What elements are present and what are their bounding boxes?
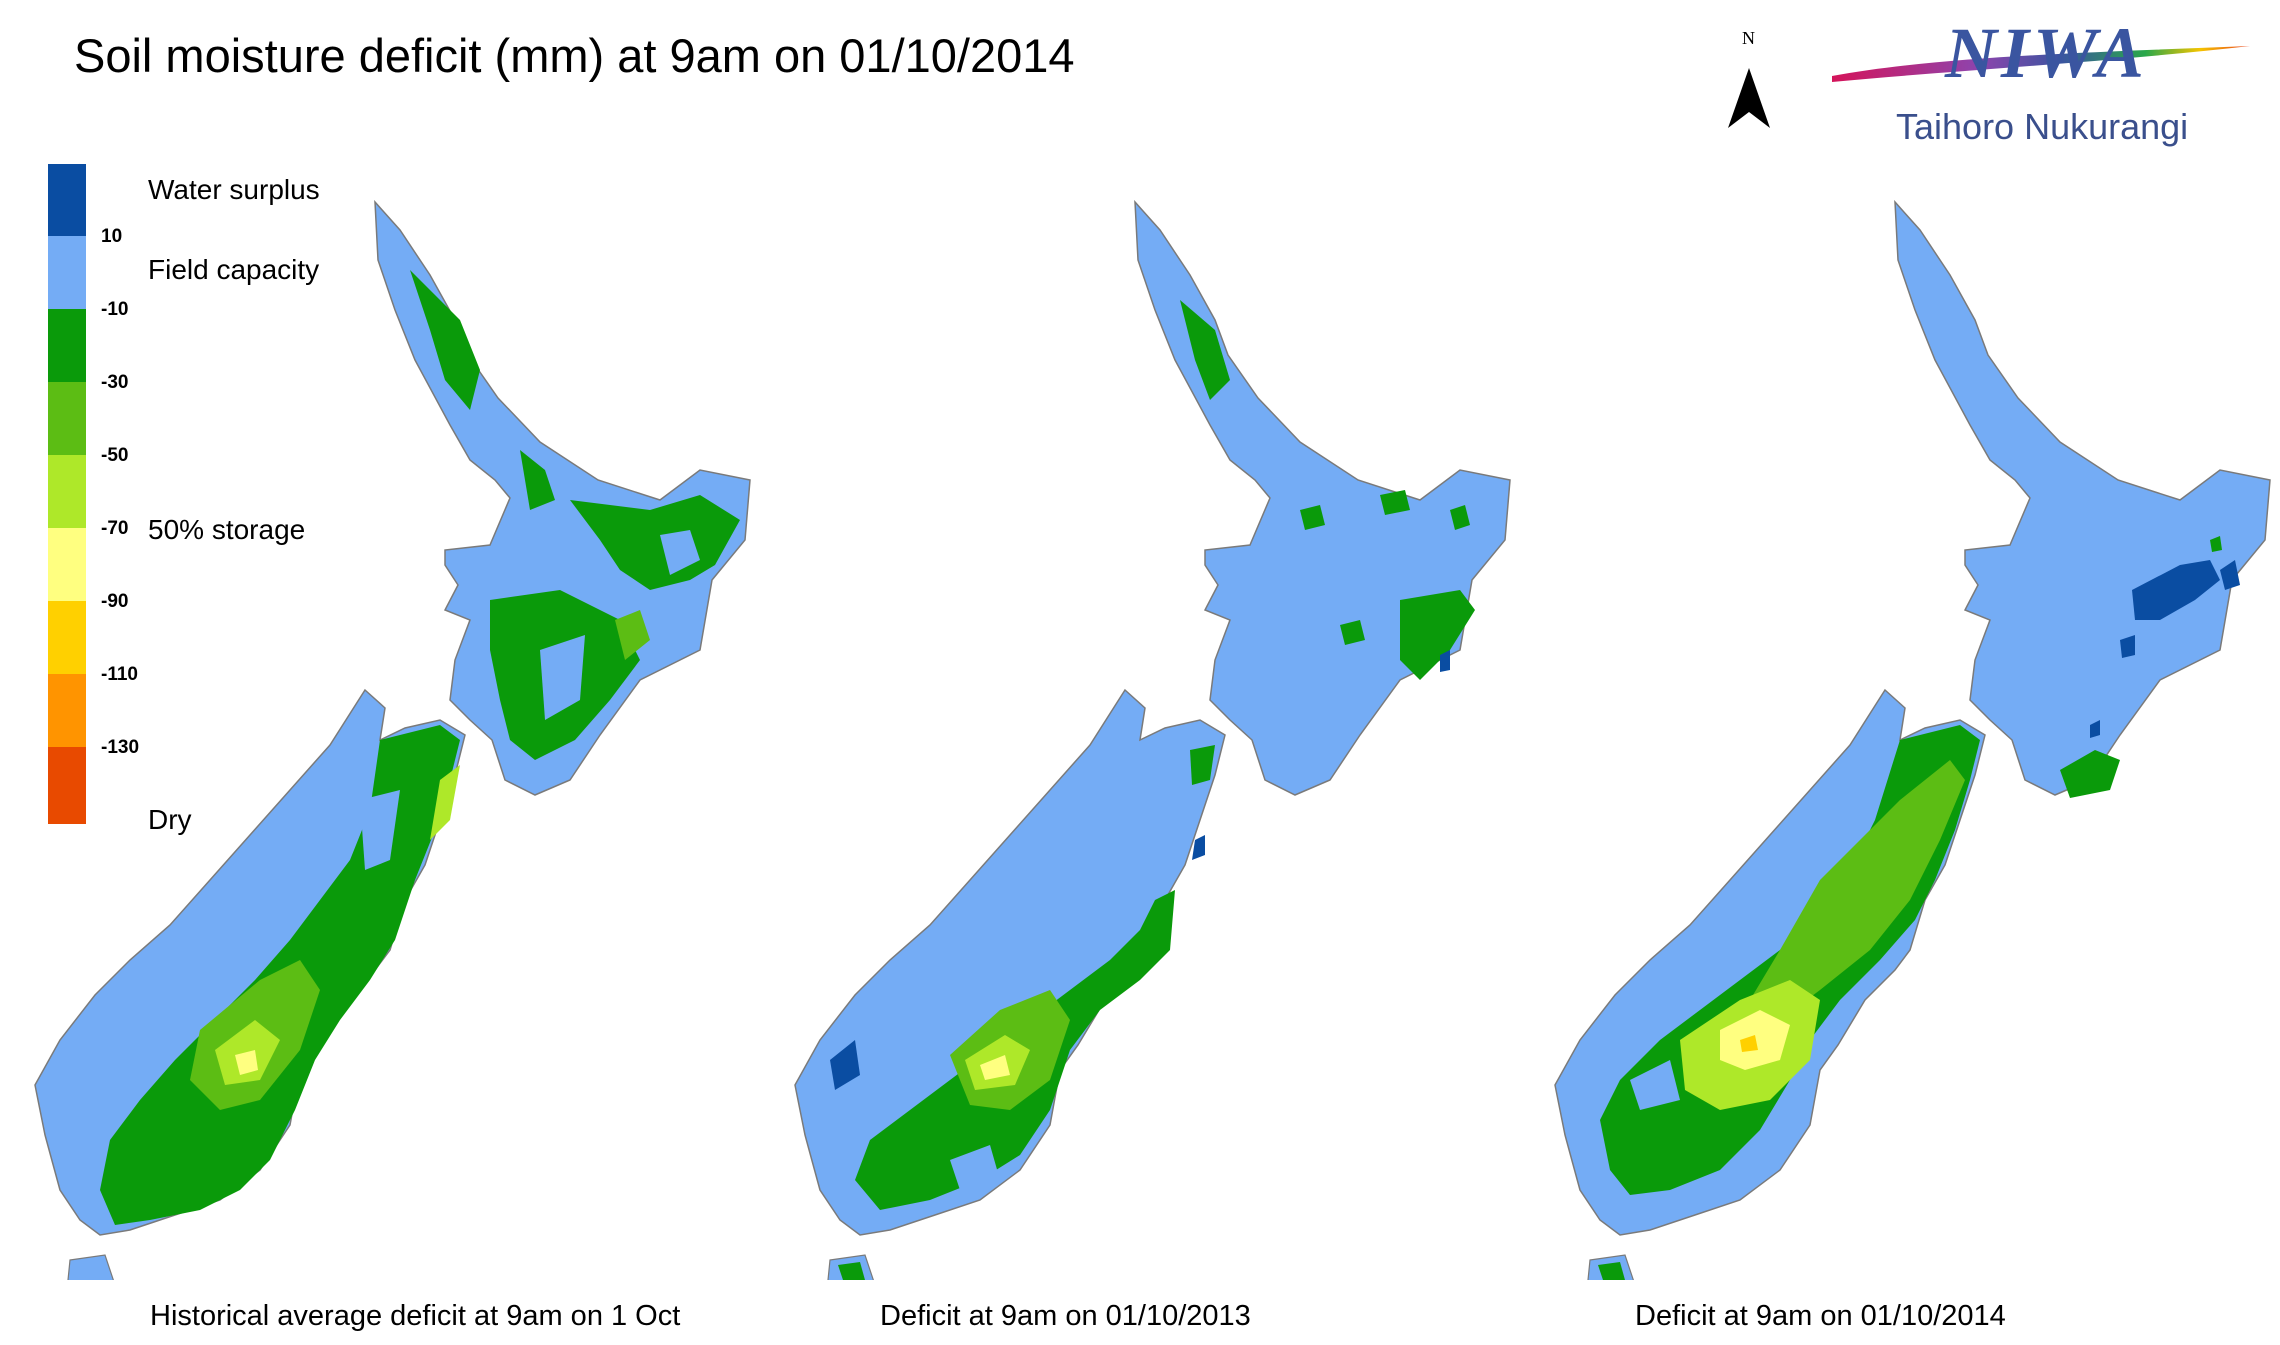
caption-2014: Deficit at 9am on 01/10/2014 <box>1635 1300 2006 1332</box>
map-title: Soil moisture deficit (mm) at 9am on 01/… <box>74 29 1075 82</box>
south-island <box>1554 688 1986 1280</box>
legend-tick: -130 <box>101 737 140 758</box>
legend-swatch-110-130 <box>48 674 86 747</box>
niwa-swoosh-icon <box>1832 46 2250 82</box>
south-island <box>794 688 1226 1280</box>
legend-swatch-50-70 <box>48 455 86 528</box>
niwa-logo: NIWA Taihoro Nukurangi <box>1820 13 2260 158</box>
north-island <box>1894 199 2271 798</box>
legend-tick: -70 <box>101 518 129 539</box>
niwa-wordmark: NIWA <box>1945 13 2148 93</box>
legend-swatch-70-90 <box>48 528 86 601</box>
north-arrow-icon <box>1728 68 1770 128</box>
legend-swatch-90-110 <box>48 601 86 674</box>
legend-swatch-10-30 <box>48 309 86 382</box>
map-historical <box>0 180 760 1280</box>
caption-historical: Historical average deficit at 9am on 1 O… <box>150 1300 681 1332</box>
north-arrow: N <box>1720 28 1780 128</box>
legend-tick: -90 <box>101 591 129 612</box>
niwa-subtitle: Taihoro Nukurangi <box>1896 106 2189 147</box>
legend-swatch-dry <box>48 747 86 824</box>
legend-tick: -50 <box>101 445 129 466</box>
map-2014 <box>1520 180 2280 1280</box>
legend-swatch-surplus <box>48 164 86 236</box>
legend-label-half-storage: 50% storage <box>148 514 306 545</box>
north-island <box>374 199 751 796</box>
caption-2013: Deficit at 9am on 01/10/2013 <box>880 1300 1251 1332</box>
legend: 10 -10 -30 -50 -70 -90 -110 -130 Water s… <box>48 164 368 844</box>
map-2013 <box>760 180 1520 1280</box>
legend-label-surplus: Water surplus <box>148 174 320 205</box>
legend-tick: -110 <box>101 664 138 685</box>
north-label: N <box>1742 28 1755 48</box>
north-island <box>1134 199 1511 796</box>
legend-swatch-field-capacity <box>48 236 86 309</box>
legend-tick: 10 <box>101 226 123 247</box>
legend-swatch-30-50 <box>48 382 86 455</box>
legend-label-field-capacity: Field capacity <box>148 254 320 285</box>
legend-label-dry: Dry <box>148 804 192 835</box>
legend-tick: -30 <box>101 372 129 393</box>
legend-tick: -10 <box>101 299 129 320</box>
south-island <box>34 688 466 1280</box>
